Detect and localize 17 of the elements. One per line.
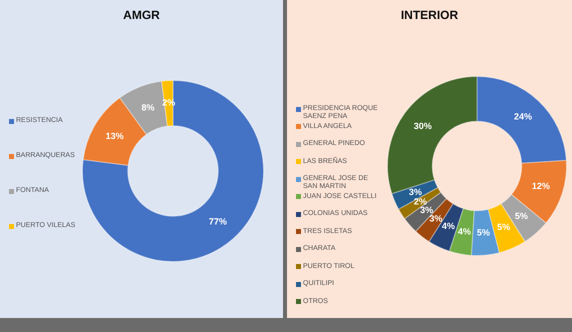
data-label: 5% [497,222,510,232]
chart-title: INTERIOR [400,8,460,22]
data-label: 3% [408,187,422,198]
data-label: 12% [532,181,550,192]
data-label: 5% [476,227,490,238]
data-label: 4% [442,221,455,232]
data-label: 3% [429,214,442,224]
data-label: 24% [514,112,532,122]
data-label: 3% [420,204,434,215]
data-label: 4% [458,226,471,236]
data-label: 13% [106,130,124,141]
data-label: 8% [142,102,155,112]
data-label: 77% [208,216,227,226]
chart-title: AMGR [122,8,161,22]
data-label: 2% [414,196,427,206]
data-label: 5% [514,210,528,221]
data-label: 30% [414,121,432,132]
